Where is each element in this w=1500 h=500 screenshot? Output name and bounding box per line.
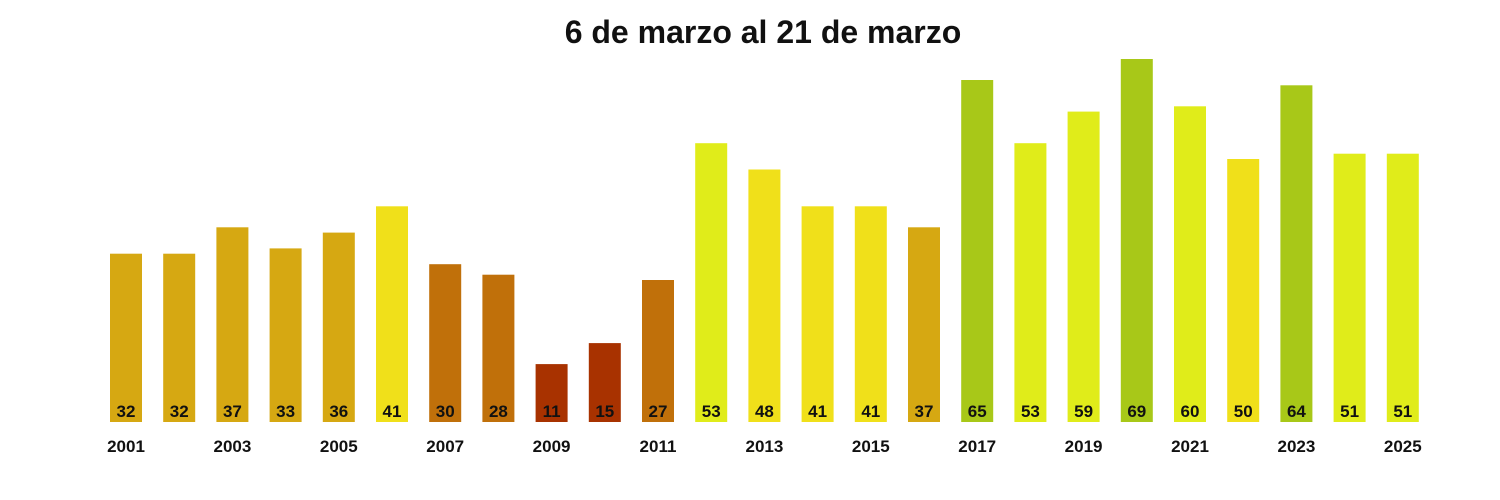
value-label-2020: 69 — [1127, 402, 1146, 421]
x-tick-label-2023: 2023 — [1277, 437, 1315, 456]
value-label-2014: 41 — [808, 402, 827, 421]
value-label-2009: 11 — [543, 402, 561, 421]
value-labels-group: 32 32 37 33 36 41 30 28 11 15 27 53 48 41 41 37 65 53 59 69… — [117, 402, 1413, 421]
x-tick-label-2001: 2001 — [107, 437, 145, 456]
value-label-2019: 59 — [1074, 402, 1093, 421]
x-tick-labels-group: 2001 2003 2005 2007 2009 2011 2013 2015 2017 2019… — [107, 437, 1422, 456]
value-label-2018: 53 — [1021, 402, 1040, 421]
bars-group — [110, 59, 1419, 423]
bar-2011 — [642, 280, 674, 422]
value-label-2012: 53 — [702, 402, 721, 421]
value-label-2023: 64 — [1287, 402, 1306, 421]
x-tick-label-2005: 2005 — [320, 437, 358, 456]
bar-2023 — [1280, 85, 1313, 423]
bar-2025 — [1386, 153, 1419, 422]
bar-2005 — [322, 232, 355, 422]
value-label-2022: 50 — [1234, 402, 1253, 421]
x-tick-label-2007: 2007 — [426, 437, 464, 456]
value-label-2008: 28 — [489, 402, 508, 421]
x-tick-label-2011: 2011 — [640, 437, 677, 456]
value-label-2007: 30 — [436, 402, 455, 421]
value-label-2017: 65 — [968, 402, 987, 421]
bar-2014 — [801, 206, 834, 422]
bar-2019 — [1067, 111, 1100, 422]
x-tick-label-2021: 2021 — [1171, 437, 1209, 456]
value-label-2016: 37 — [915, 402, 934, 421]
value-label-2025: 51 — [1393, 402, 1412, 421]
bar-2002 — [163, 253, 196, 422]
bar-2017 — [961, 80, 994, 422]
bar-2006 — [376, 206, 408, 422]
bar-2007 — [429, 264, 462, 422]
value-label-2006: 41 — [383, 402, 402, 421]
x-tick-label-2015: 2015 — [852, 437, 890, 456]
chart-title: 6 de marzo al 21 de marzo — [565, 14, 962, 50]
bar-2003 — [216, 227, 249, 422]
value-label-2003: 37 — [223, 402, 242, 421]
bar-2018 — [1014, 143, 1047, 422]
value-label-2010: 15 — [595, 402, 614, 421]
value-label-2004: 33 — [276, 402, 295, 421]
x-tick-label-2017: 2017 — [958, 437, 996, 456]
value-label-2021: 60 — [1181, 402, 1200, 421]
value-label-2002: 32 — [170, 402, 189, 421]
bar-2001 — [110, 253, 142, 422]
bar-2022 — [1227, 159, 1260, 422]
bar-2012 — [695, 143, 728, 422]
bar-2009 — [535, 364, 568, 422]
value-label-2013: 48 — [755, 402, 774, 421]
value-label-2005: 36 — [329, 402, 348, 421]
bar-2024 — [1333, 153, 1366, 422]
bar-2010 — [588, 343, 621, 422]
value-label-2001: 32 — [117, 402, 136, 421]
bar-2021 — [1174, 106, 1206, 423]
value-label-2024: 51 — [1340, 402, 1359, 421]
bar-2004 — [269, 248, 302, 422]
x-tick-label-2013: 2013 — [745, 437, 783, 456]
bar-2008 — [482, 274, 515, 422]
value-label-2015: 41 — [861, 402, 880, 421]
x-tick-label-2025: 2025 — [1384, 437, 1422, 456]
bar-2013 — [748, 169, 781, 422]
bar-2015 — [854, 206, 887, 422]
bar-2020 — [1120, 59, 1153, 422]
bar-2016 — [908, 227, 940, 422]
x-tick-label-2019: 2019 — [1065, 437, 1103, 456]
x-tick-label-2009: 2009 — [533, 437, 571, 456]
value-label-2011: 27 — [649, 402, 668, 421]
x-tick-label-2003: 2003 — [213, 437, 251, 456]
